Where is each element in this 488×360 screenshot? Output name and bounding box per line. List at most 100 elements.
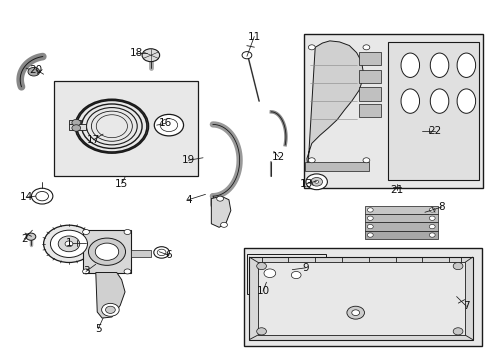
Circle shape — [58, 236, 80, 252]
Circle shape — [351, 310, 359, 316]
Ellipse shape — [429, 53, 448, 77]
Circle shape — [124, 269, 131, 274]
Circle shape — [259, 265, 280, 281]
Circle shape — [72, 125, 81, 131]
Circle shape — [26, 233, 36, 240]
Circle shape — [314, 180, 318, 183]
Polygon shape — [306, 41, 363, 169]
Bar — [358, 51, 380, 65]
Circle shape — [256, 262, 266, 270]
Circle shape — [50, 230, 87, 257]
Bar — [365, 206, 437, 214]
Circle shape — [428, 216, 434, 220]
Bar — [131, 250, 151, 257]
Bar — [69, 125, 86, 130]
Circle shape — [160, 119, 177, 132]
Text: 9: 9 — [302, 263, 308, 273]
Text: 19: 19 — [182, 155, 195, 165]
Text: 21: 21 — [389, 185, 403, 195]
Ellipse shape — [400, 53, 419, 77]
Circle shape — [366, 208, 372, 212]
Circle shape — [124, 229, 131, 234]
Bar — [304, 35, 483, 188]
Ellipse shape — [456, 53, 475, 77]
Text: 17: 17 — [86, 135, 100, 145]
Bar — [358, 87, 380, 101]
Text: 8: 8 — [438, 202, 445, 212]
Circle shape — [256, 328, 266, 335]
Circle shape — [88, 238, 125, 265]
Circle shape — [428, 233, 434, 237]
Text: 4: 4 — [185, 195, 191, 205]
Circle shape — [366, 225, 372, 229]
Circle shape — [105, 306, 115, 314]
Circle shape — [82, 229, 89, 234]
Circle shape — [310, 177, 322, 186]
Circle shape — [154, 247, 169, 258]
Circle shape — [362, 158, 369, 163]
Circle shape — [95, 243, 119, 260]
Text: 20: 20 — [29, 64, 42, 75]
Circle shape — [36, 192, 48, 201]
Circle shape — [157, 249, 165, 256]
Bar — [305, 162, 368, 171]
Circle shape — [362, 45, 369, 50]
Bar — [358, 104, 380, 117]
Circle shape — [216, 196, 223, 201]
Circle shape — [308, 158, 315, 163]
Bar — [387, 42, 478, 180]
Bar — [365, 222, 437, 231]
Text: 12: 12 — [271, 152, 285, 162]
Circle shape — [242, 51, 251, 59]
Circle shape — [305, 174, 327, 190]
Circle shape — [31, 188, 53, 204]
Text: 18: 18 — [129, 48, 142, 58]
Text: 10: 10 — [256, 286, 269, 296]
Circle shape — [452, 328, 462, 335]
Bar — [82, 230, 131, 273]
Bar — [358, 69, 380, 83]
Bar — [243, 248, 482, 346]
Circle shape — [72, 120, 81, 126]
Circle shape — [82, 269, 89, 274]
Polygon shape — [96, 273, 125, 318]
Circle shape — [154, 114, 183, 136]
Circle shape — [43, 225, 94, 262]
Circle shape — [291, 271, 301, 279]
Bar — [246, 254, 325, 294]
Text: 2: 2 — [21, 234, 27, 244]
Ellipse shape — [429, 89, 448, 113]
Circle shape — [264, 269, 275, 278]
Circle shape — [220, 222, 227, 227]
Text: 14: 14 — [20, 192, 33, 202]
Ellipse shape — [400, 89, 419, 113]
Circle shape — [428, 225, 434, 229]
Text: 5: 5 — [95, 324, 102, 334]
Bar — [69, 120, 81, 125]
Text: 1: 1 — [65, 238, 72, 248]
Bar — [365, 231, 437, 239]
Ellipse shape — [456, 89, 475, 113]
Text: 13: 13 — [300, 179, 313, 189]
Polygon shape — [258, 262, 464, 335]
Text: 22: 22 — [427, 126, 440, 135]
Circle shape — [65, 241, 73, 247]
Text: 11: 11 — [247, 32, 260, 41]
Text: 3: 3 — [82, 266, 89, 276]
Bar — [54, 81, 198, 176]
Text: 15: 15 — [115, 179, 128, 189]
Circle shape — [366, 216, 372, 220]
Circle shape — [452, 262, 462, 270]
Polygon shape — [249, 257, 472, 339]
Circle shape — [28, 67, 40, 76]
Circle shape — [366, 233, 372, 237]
Text: 6: 6 — [165, 250, 172, 260]
Circle shape — [286, 268, 305, 282]
Circle shape — [308, 45, 315, 50]
Circle shape — [346, 306, 364, 319]
Bar — [365, 214, 437, 222]
Circle shape — [102, 303, 119, 316]
Text: 7: 7 — [462, 301, 468, 311]
Circle shape — [428, 208, 434, 212]
Text: 16: 16 — [159, 118, 172, 128]
